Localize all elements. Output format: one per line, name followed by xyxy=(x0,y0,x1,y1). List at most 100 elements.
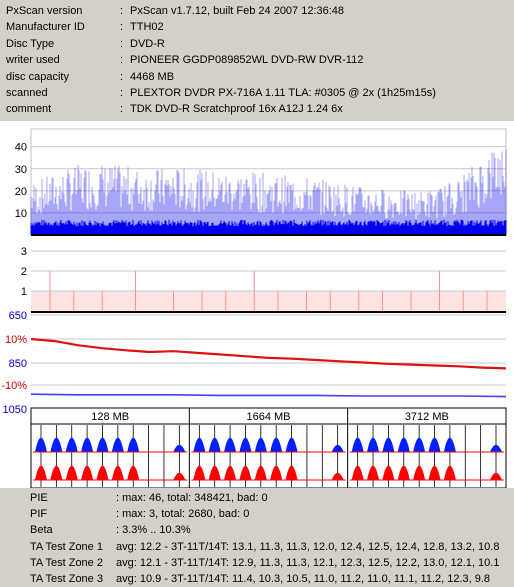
ta-pit-peak xyxy=(239,465,252,480)
info-key: disc capacity xyxy=(6,70,69,83)
info-separator: : xyxy=(120,37,124,50)
stat-key: Beta xyxy=(30,524,53,537)
ta-panel: 128 MB 1664 MB 3712 MB xyxy=(30,407,507,488)
pie-tick-label: 10 xyxy=(15,208,27,220)
info-value: PxScan v1.7.12, built Feb 24 2007 12:36:… xyxy=(130,5,345,17)
pie-tick-label: 40 xyxy=(15,142,27,154)
jitter-line xyxy=(30,393,507,398)
ta-pit-peak xyxy=(428,465,441,480)
stat-row: TA Test Zone 3 avg: 10.9 - 3T-11T/14T: 11… xyxy=(30,571,514,587)
info-row: Disc Type: DVD-R xyxy=(6,36,510,52)
ta-pit-peak xyxy=(443,465,456,480)
beta-tick-label: 850 xyxy=(9,358,27,370)
ta-land-peak xyxy=(208,437,221,452)
scan-graph: 10 20 30 40 1 2 3 650 10% 850 -10% 1050 128 MB 166… xyxy=(0,121,514,488)
info-value: DVD-R xyxy=(130,37,165,50)
pif-tick-label: 3 xyxy=(21,246,27,258)
stat-value: : max: 3, total: 2680, bad: 0 xyxy=(116,508,250,521)
pif-tick-label: 1 xyxy=(21,286,27,298)
ta-pit-peak xyxy=(367,465,380,480)
ta-zone-label: 1664 MB xyxy=(246,411,290,423)
ta-plot-area xyxy=(30,407,507,488)
info-key: Manufacturer ID xyxy=(6,21,85,34)
stat-row: PIF : max: 3, total: 2680, bad: 0 xyxy=(30,506,514,522)
ta-pit-peak xyxy=(270,465,283,480)
ta-land-peak xyxy=(443,437,456,452)
ta-pit-peak xyxy=(127,465,140,480)
info-separator: : xyxy=(120,103,124,116)
stat-value: avg: 12.1 - 3T-11T/14T: 12.9, 11.3, 11.3… xyxy=(116,556,500,569)
ta-pit-peak xyxy=(382,465,395,480)
ta-pit-peak xyxy=(413,465,426,480)
ta-pit-peak xyxy=(254,465,267,480)
ta-land-peak xyxy=(254,437,267,452)
ta-land-peak xyxy=(490,444,502,452)
info-key: scanned xyxy=(6,86,48,99)
beta-jitter-panel: 650 10% 850 -10% 1050 xyxy=(1,310,507,416)
stat-row: TA Test Zone 2 avg: 12.1 - 3T-11T/14T: 12… xyxy=(30,555,514,571)
stat-row: Beta: 3.3% .. 10.3% xyxy=(30,522,514,538)
ta-land-peak xyxy=(50,437,63,452)
ta-land-peak xyxy=(351,437,364,452)
ta-land-peak xyxy=(331,444,344,452)
info-key: writer used xyxy=(6,54,60,67)
beta-plot-area xyxy=(31,315,506,407)
ta-land-peak xyxy=(270,437,283,452)
pif-tick-label: 2 xyxy=(21,266,27,278)
ta-land-peak xyxy=(65,437,78,452)
stat-key: TA Test Zone 3 xyxy=(30,572,103,585)
ta-land-peak xyxy=(224,437,237,452)
info-key: comment xyxy=(6,103,52,116)
ta-land-peak xyxy=(239,437,252,452)
ta-pit-peak xyxy=(111,465,124,480)
stat-value: : max: 46, total: 348421, bad: 0 xyxy=(116,492,268,504)
ta-land-peak xyxy=(367,437,380,452)
info-separator: : xyxy=(120,5,124,17)
beta-tick-label: 10% xyxy=(5,334,27,346)
stat-row: TA Test Zone 1 avg: 12.2 - 3T-11T/14T: 13… xyxy=(30,539,514,555)
info-separator: : xyxy=(120,54,124,67)
info-separator: : xyxy=(120,21,124,34)
ta-land-peak xyxy=(428,437,441,452)
ta-pit-peak xyxy=(351,465,364,480)
ta-land-peak xyxy=(81,437,94,452)
ta-land-peak xyxy=(285,437,298,452)
pie-tick-label: 20 xyxy=(15,186,27,198)
ta-zone-label: 128 MB xyxy=(91,411,129,423)
info-row: disc capacity:4468 MB xyxy=(6,69,510,85)
info-panel: PxScan version: PxScan v1.7.12, built Feb… xyxy=(6,3,510,118)
ta-pit-peak xyxy=(50,465,63,480)
info-value: PLEXTOR DVDR PX-716A 1.11 TLA: #0305 @ 2… xyxy=(130,86,436,99)
ta-pit-peak xyxy=(397,465,410,480)
ta-zone-label: 3712 MB xyxy=(405,411,449,423)
ta-land-peak xyxy=(111,437,124,452)
info-key: Disc Type xyxy=(6,37,55,50)
pif-panel: 1 2 3 xyxy=(21,239,506,313)
stat-key: TA Test Zone 2 xyxy=(30,556,103,569)
stat-value: avg: 10.9 - 3T-11T/14T: 11.4, 10.3, 10.5… xyxy=(116,572,491,585)
ta-pit-peak xyxy=(81,465,94,480)
stats-panel: PIE : max: 46, total: 348421, bad: 0 PIF : … xyxy=(30,490,514,587)
beta-tick-label: 1050 xyxy=(3,404,27,416)
info-value: 4468 MB xyxy=(130,70,175,83)
stat-row: PIE : max: 46, total: 348421, bad: 0 xyxy=(30,490,514,506)
ta-land-peak xyxy=(193,437,206,452)
info-separator: : xyxy=(120,86,124,99)
ta-land-peak xyxy=(96,437,109,452)
info-row: PxScan version: PxScan v1.7.12, built Feb… xyxy=(6,3,510,19)
info-key: PxScan version xyxy=(6,5,83,17)
stat-key: PIE xyxy=(30,492,48,504)
info-row: writer used: PIONEER GGDP089852WL DVD-RW … xyxy=(6,52,510,68)
pie-solid-area xyxy=(30,149,507,235)
pie-panel: 10 20 30 40 xyxy=(15,128,507,236)
stat-value: avg: 12.2 - 3T-11T/14T: 13.1, 11.3, 11.3… xyxy=(116,540,500,553)
ta-land-peak xyxy=(127,437,140,452)
info-row: scanned: PLEXTOR DVDR PX-716A 1.11 TLA: #… xyxy=(6,85,510,101)
info-value: TDK DVD-R Scratchproof 16x A12J 1.24 6x xyxy=(130,103,343,116)
ta-pit-peak xyxy=(65,465,78,480)
info-value: PIONEER GGDP089852WL DVD-RW DVR-112 xyxy=(130,54,364,67)
beta-tick-label: -10% xyxy=(1,380,27,392)
ta-pit-peak xyxy=(490,472,502,480)
info-row: Manufacturer ID: TTH02 xyxy=(6,19,510,35)
stat-key: PIF xyxy=(30,508,48,521)
